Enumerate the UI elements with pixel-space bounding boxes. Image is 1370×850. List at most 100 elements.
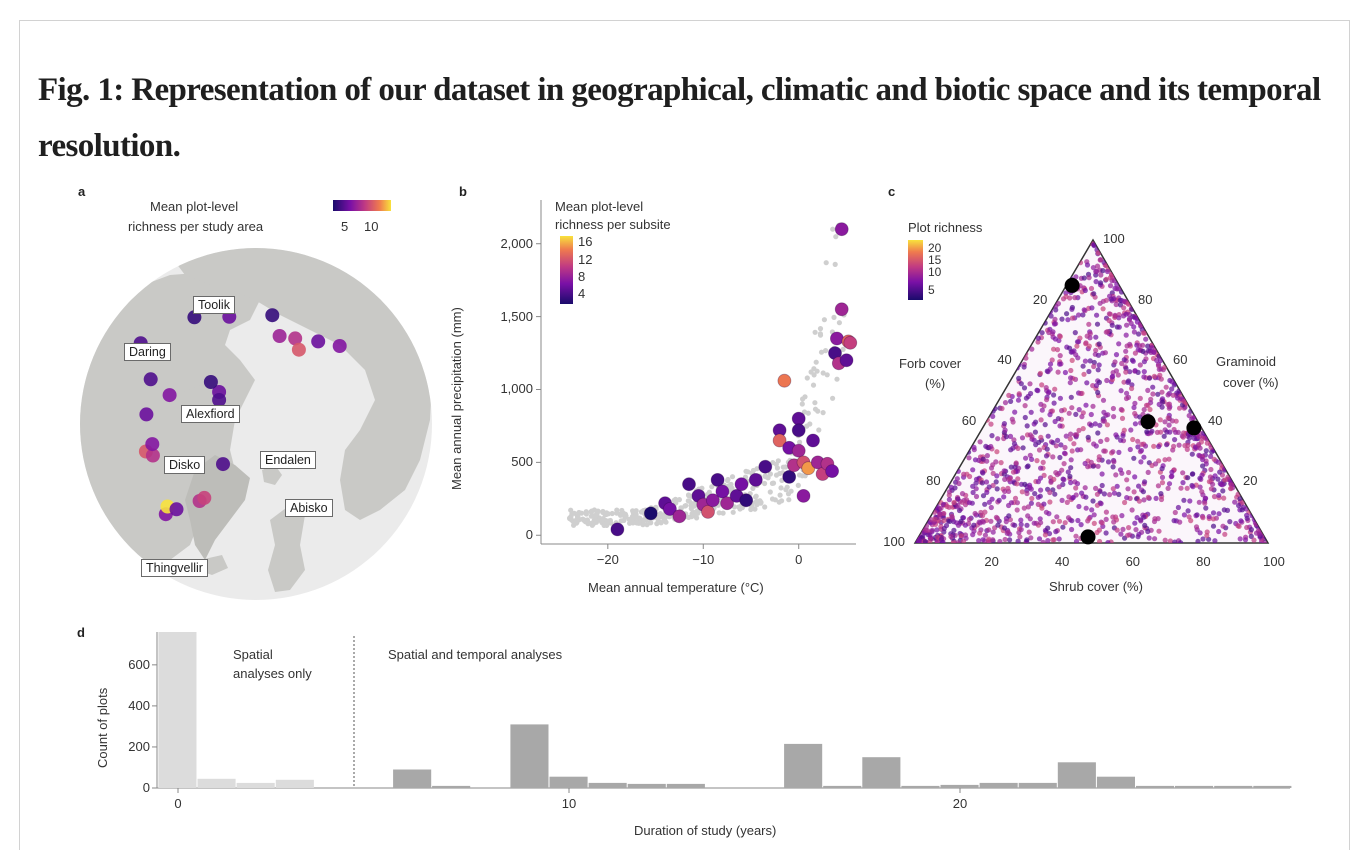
plot-point (1062, 520, 1068, 526)
plot-point (1220, 488, 1226, 494)
background-point (749, 503, 755, 510)
plot-point (1061, 450, 1068, 456)
plot-point (1094, 268, 1100, 274)
plot-point (1221, 507, 1227, 513)
plot-point (1185, 475, 1191, 481)
plot-point (997, 538, 1003, 543)
plot-point (1090, 265, 1096, 271)
background-point (805, 410, 811, 416)
map-point (272, 329, 287, 343)
plot-point (1104, 437, 1110, 443)
plot-point (1184, 485, 1190, 491)
map-point (197, 490, 212, 505)
plot-point (1124, 495, 1130, 501)
plot-point (948, 534, 954, 540)
plot-point (1021, 364, 1027, 370)
plot-point (1024, 537, 1030, 543)
plot-point (1022, 403, 1028, 409)
plot-point (1081, 275, 1087, 281)
plot-point (986, 484, 992, 490)
temporal-bar (1018, 782, 1057, 788)
plot-point (1112, 359, 1118, 365)
plot-point (1203, 505, 1209, 511)
plot-point (1141, 359, 1147, 365)
plot-point (1067, 436, 1073, 442)
panel-a-legend-title-1: Mean plot-level (150, 199, 239, 214)
plot-point (1018, 517, 1024, 523)
plot-point (1141, 497, 1147, 503)
background-point (754, 466, 760, 472)
plot-point (1090, 498, 1096, 504)
plot-point (1137, 395, 1143, 401)
plot-point (1001, 421, 1008, 427)
plot-point (1063, 433, 1069, 439)
plot-point (1093, 443, 1099, 449)
background-point (836, 320, 843, 326)
plot-point (1129, 385, 1135, 392)
panel-b-xlabel: Mean annual temperature (°C) (588, 580, 764, 595)
plot-point (1141, 514, 1147, 520)
map-point (145, 448, 160, 463)
plot-point (1157, 357, 1164, 364)
plot-point (1142, 522, 1148, 529)
plot-point (1124, 322, 1130, 328)
plot-point (980, 519, 987, 525)
plot-point (1081, 371, 1087, 377)
plot-point (1155, 391, 1161, 397)
plot-point (1132, 410, 1138, 417)
plot-point (1046, 389, 1052, 395)
plot-point (995, 436, 1001, 442)
plot-point (1059, 408, 1065, 414)
plot-point (951, 499, 957, 506)
plot-point (954, 520, 960, 526)
plot-point (1055, 416, 1061, 422)
plot-point (1131, 489, 1137, 495)
background-point (814, 368, 820, 374)
plot-point (1080, 363, 1086, 369)
panel-c-left-tick: 40 (997, 352, 1012, 368)
plot-point (1165, 415, 1171, 421)
plot-point (1091, 359, 1097, 366)
plot-point (1073, 485, 1079, 491)
plot-point (1091, 520, 1097, 527)
panel-c-right-tick: 60 (1173, 352, 1188, 368)
plot-point (1170, 392, 1176, 398)
panel-b-ytick-label: 0 (525, 527, 533, 543)
plot-point (1173, 418, 1179, 424)
plot-point (1116, 324, 1122, 330)
plot-point (1007, 537, 1013, 543)
background-point (840, 346, 846, 352)
plot-point (1021, 385, 1028, 391)
background-point (716, 510, 722, 516)
plot-point (977, 530, 983, 536)
plot-point (1010, 419, 1016, 425)
plot-point (1204, 532, 1210, 539)
plot-point (1191, 435, 1197, 442)
panel-a-legend-tick-5: 5 (341, 219, 349, 234)
plot-point (1118, 406, 1124, 413)
plot-point (1167, 429, 1173, 435)
plot-point (1135, 444, 1141, 450)
plot-point (1141, 369, 1147, 375)
plot-point (1130, 436, 1136, 443)
subsite-point (682, 477, 696, 492)
plot-point (1047, 499, 1053, 505)
plot-point (1037, 516, 1043, 522)
plot-point (1171, 443, 1177, 449)
plot-point (1158, 376, 1164, 382)
plot-point (1069, 357, 1075, 363)
background-point (689, 511, 695, 517)
plot-point (1181, 497, 1187, 503)
panel-b-legend-tick-4: 4 (578, 286, 586, 301)
plot-point (1032, 491, 1038, 497)
plot-point (1155, 363, 1162, 369)
plot-point (1027, 516, 1033, 522)
plot-point (920, 534, 926, 540)
panel-b-ytick-label: 1,000 (500, 381, 533, 397)
plot-point (1136, 331, 1142, 337)
plot-point (1005, 529, 1011, 535)
plot-point (1084, 380, 1090, 386)
plot-point (1110, 370, 1116, 376)
plot-point (1116, 491, 1122, 497)
